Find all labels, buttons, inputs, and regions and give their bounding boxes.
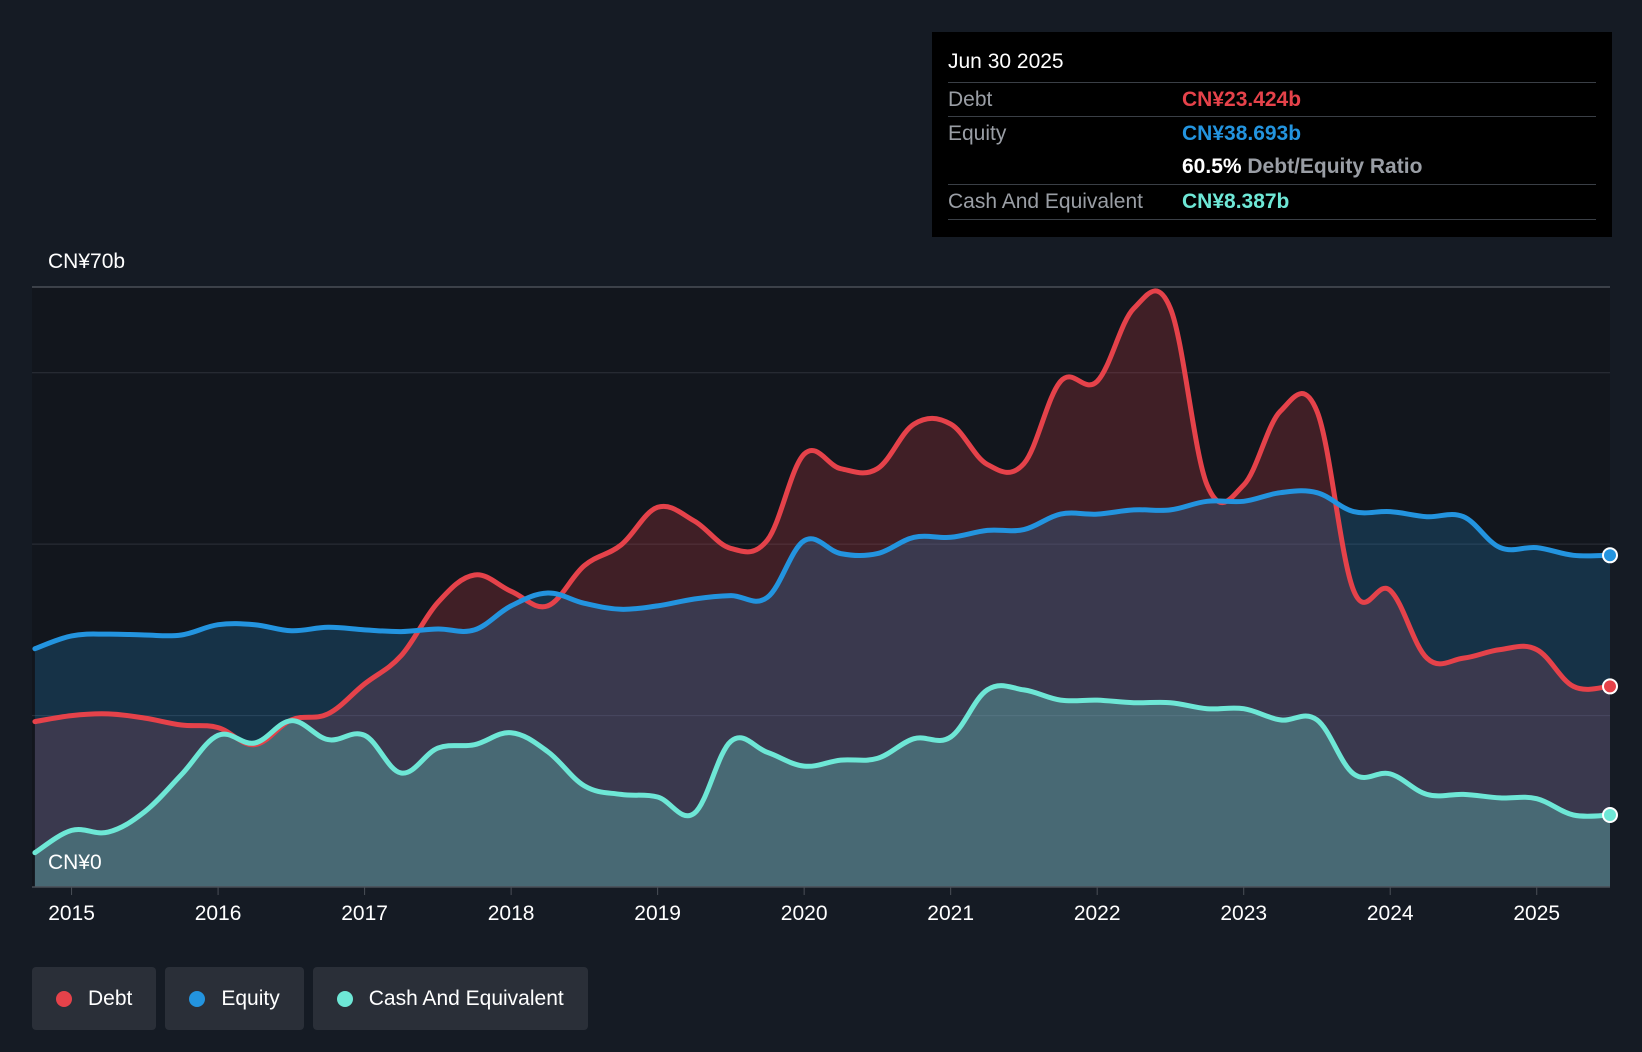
y-axis-top-label: CN¥70b (48, 250, 126, 273)
tooltip-debt-value: CN¥23.424b (1182, 88, 1302, 111)
tooltip-equity-row: Equity CN¥38.693b (948, 116, 1596, 151)
x-tick-label: 2025 (1513, 902, 1560, 925)
tooltip-cash-value: CN¥8.387b (1182, 190, 1290, 213)
tooltip-equity-value: CN¥38.693b (1182, 122, 1302, 145)
cash-line (32, 683, 1613, 856)
tooltip-ratio: 60.5% Debt/Equity Ratio (1182, 155, 1422, 179)
legend-item-debt[interactable]: Debt (32, 967, 157, 1030)
equity-end-marker (1602, 547, 1618, 564)
debt-area (34, 290, 1610, 887)
x-tick-label: 2024 (1367, 902, 1414, 925)
tooltip-ratio-row: 60.5% Debt/Equity Ratio (948, 150, 1596, 184)
x-tick-label: 2018 (488, 902, 535, 925)
legend-dot-cash-icon (336, 990, 353, 1007)
x-tick-label: 2017 (341, 902, 388, 925)
x-tick-label: 2015 (48, 902, 95, 925)
debt-line (32, 288, 1613, 748)
debt-end-marker (1602, 678, 1618, 695)
plot-background (32, 287, 1610, 887)
legend-dot-debt-icon (56, 990, 72, 1007)
x-tick-label: 2022 (1074, 902, 1121, 925)
cash-end-marker (1602, 807, 1618, 823)
equity-area (34, 490, 1610, 887)
x-tick-label: 2021 (927, 902, 974, 925)
legend-label-debt: Debt (88, 986, 133, 1010)
cash-area (34, 685, 1610, 887)
tooltip-equity-label: Equity (948, 122, 1007, 145)
tooltip-debt-label: Debt (948, 88, 993, 111)
legend-label-equity: Equity (221, 986, 280, 1010)
tooltip-debt-row: Debt CN¥23.424b (948, 82, 1596, 117)
legend-item-cash[interactable]: Cash And Equivalent (312, 967, 588, 1030)
equity-line (32, 488, 1613, 652)
tooltip-date: Jun 30 2025 (948, 50, 1064, 73)
tooltip-ratio-value: 60.5% (1182, 155, 1242, 178)
chart-legend: Debt Equity Cash And Equivalent (32, 967, 588, 1030)
x-tick-label: 2023 (1220, 902, 1267, 925)
tooltip-ratio-label: Debt/Equity Ratio (1247, 155, 1423, 178)
tooltip-cash-row: Cash And Equivalent CN¥8.387b (948, 184, 1596, 220)
legend-dot-equity-icon (189, 990, 206, 1007)
tooltip-panel: Jun 30 2025 Debt CN¥23.424b Equity CN¥38… (932, 32, 1612, 237)
x-tick-label: 2019 (634, 902, 681, 925)
y-axis-bottom-label: CN¥0 (48, 851, 102, 874)
legend-label-cash: Cash And Equivalent (368, 986, 564, 1010)
legend-item-equity[interactable]: Equity (165, 967, 304, 1030)
tooltip-cash-label: Cash And Equivalent (948, 190, 1143, 213)
x-tick-label: 2016 (195, 902, 242, 925)
x-tick-label: 2020 (781, 902, 828, 925)
